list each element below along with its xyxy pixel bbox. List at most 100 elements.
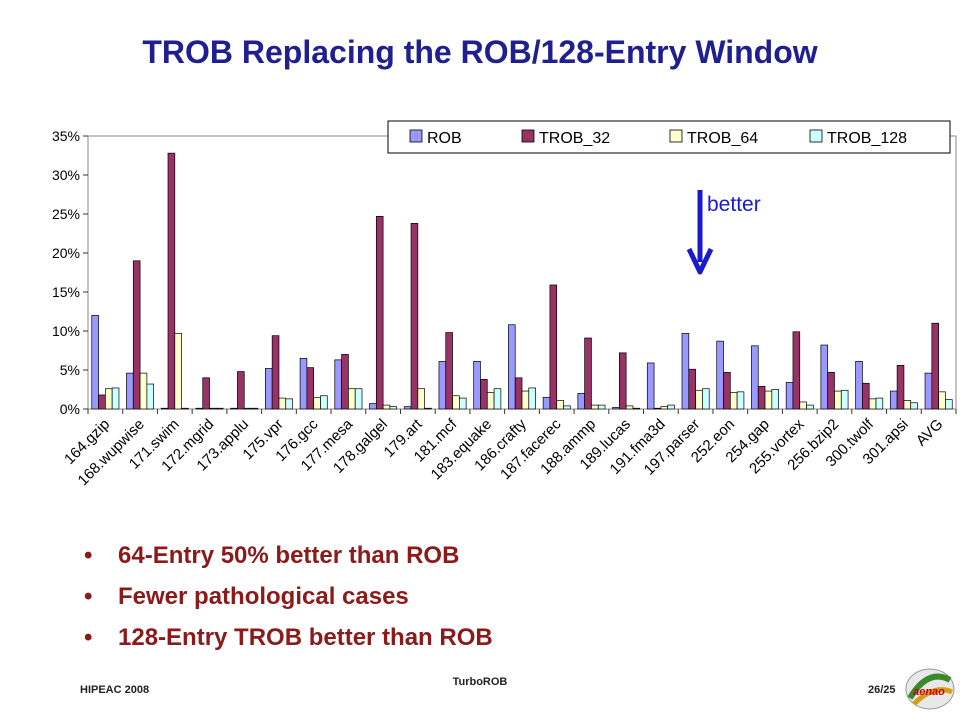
- bar-trob-32: [619, 352, 627, 410]
- bar-trob-64: [660, 406, 669, 410]
- bar-trob-64: [729, 392, 738, 410]
- legend-label: TROB_64: [687, 130, 758, 147]
- bar-trob-64: [139, 372, 148, 410]
- bar-trob-64: [174, 332, 182, 410]
- bar-trob-128: [320, 395, 328, 410]
- y-tick-label: 20%: [52, 245, 80, 261]
- bar-trob-32: [306, 367, 315, 410]
- bar-trob-128: [285, 398, 293, 410]
- bar-trob-128: [667, 404, 675, 410]
- legend-swatch: [521, 129, 535, 143]
- legend-label: TROB_128: [827, 130, 907, 147]
- bar-rob: [820, 344, 829, 410]
- bar-trob-64: [799, 401, 807, 410]
- bar-trob-128: [945, 399, 953, 410]
- bar-trob-32: [445, 332, 453, 410]
- bar-trob-128: [354, 388, 363, 410]
- y-axis: 0% 5% 10% 15% 20% 25% 30% 35%: [52, 128, 957, 417]
- y-tick-label: 35%: [52, 128, 80, 144]
- legend-label: TROB_32: [539, 130, 610, 147]
- bar-trob-128: [424, 407, 432, 410]
- bar-trob-64: [105, 388, 113, 410]
- bar-rob: [160, 407, 169, 410]
- bar-trob-32: [827, 371, 835, 410]
- bar-trob-128: [146, 383, 155, 410]
- bar-rob: [577, 393, 585, 410]
- bar-rob: [403, 406, 412, 410]
- bar-trob-32: [167, 152, 176, 410]
- bar-rob: [889, 390, 898, 410]
- bar-trob-64: [348, 388, 356, 410]
- bar-rob: [924, 372, 933, 410]
- bar-rob: [230, 407, 238, 410]
- bar-trob-64: [382, 404, 391, 410]
- bar-trob-128: [389, 406, 398, 410]
- bar-trob-64: [243, 407, 252, 410]
- bar-trob-64: [278, 397, 287, 410]
- better-label: better: [707, 193, 761, 216]
- bar-trob-32: [375, 215, 384, 410]
- bar-trob-128: [563, 405, 571, 410]
- bar-rob: [716, 340, 724, 410]
- bar-trob-64: [625, 405, 634, 410]
- footer-conference: HIPEAC 2008: [80, 684, 150, 696]
- bar-trob-32: [896, 364, 905, 410]
- bar-trob-32: [98, 394, 106, 410]
- footer-title: TurboROB: [452, 676, 508, 688]
- bar-trob-128: [459, 397, 467, 410]
- bar-trob-64: [834, 390, 842, 410]
- bar-rob: [855, 361, 863, 410]
- bar-trob-128: [702, 388, 710, 410]
- bar-trob-128: [910, 402, 918, 410]
- bar-trob-32: [653, 407, 662, 410]
- bullet-item: • 64-Entry 50% better than ROB: [80, 535, 493, 576]
- y-tick-label: 30%: [52, 167, 80, 183]
- y-tick-label: 10%: [52, 323, 80, 339]
- bar-trob-64: [903, 400, 912, 410]
- bar-trob-128: [250, 407, 259, 410]
- bullet-dot: •: [84, 542, 93, 569]
- bullet-item: • 128-Entry TROB better than ROB: [80, 617, 493, 658]
- legend-swatch: [409, 129, 423, 143]
- better-arrow-head: [686, 247, 714, 275]
- slide-title: TROB Replacing the ROB/128-Entry Window: [142, 34, 818, 70]
- bar-rob: [681, 332, 690, 410]
- bar-trob-32: [341, 354, 349, 410]
- bar-trob-32: [132, 260, 141, 410]
- bar-trob-32: [202, 377, 210, 410]
- bar-trob-64: [556, 400, 564, 410]
- bar-trob-128: [215, 407, 224, 410]
- bar-trob-64: [938, 391, 946, 410]
- y-tick-label: 25%: [52, 206, 80, 222]
- bar-rob: [334, 359, 342, 410]
- bar-rob: [195, 407, 204, 410]
- bar-trob-64: [452, 395, 460, 410]
- bar-trob-128: [875, 397, 884, 410]
- bar-trob-64: [313, 396, 321, 410]
- bar-trob-64: [868, 398, 877, 410]
- bar-rob: [473, 361, 481, 410]
- bar-trob-32: [757, 386, 766, 410]
- bar-trob-128: [771, 389, 779, 410]
- bar-trob-64: [695, 389, 703, 410]
- bar-trob-128: [528, 387, 536, 410]
- bar-trob-32: [688, 368, 696, 410]
- bar-trob-128: [493, 388, 502, 410]
- bar-rob: [265, 368, 273, 410]
- bar-trob-128: [632, 407, 641, 410]
- bar-trob-128: [736, 391, 745, 410]
- bullet-item: • Fewer pathological cases: [80, 576, 493, 617]
- bullet-dot: •: [84, 583, 93, 610]
- bar-rob: [612, 407, 620, 410]
- bar-rob: [785, 382, 794, 410]
- bar-rob: [508, 324, 516, 410]
- bar-trob-32: [584, 337, 592, 410]
- bar-trob-128: [111, 387, 120, 410]
- bar-trob-64: [209, 407, 217, 410]
- bullet-text: 64-Entry 50% better than ROB: [118, 542, 460, 569]
- bar-rob: [369, 403, 377, 410]
- bar-chart: 0% 5% 10% 15% 20% 25% 30% 35% 164.gzip168.wupwi…: [52, 120, 957, 489]
- bar-trob-32: [792, 331, 801, 410]
- bar-rob: [751, 345, 759, 410]
- aenao-logo: aenao: [905, 668, 955, 710]
